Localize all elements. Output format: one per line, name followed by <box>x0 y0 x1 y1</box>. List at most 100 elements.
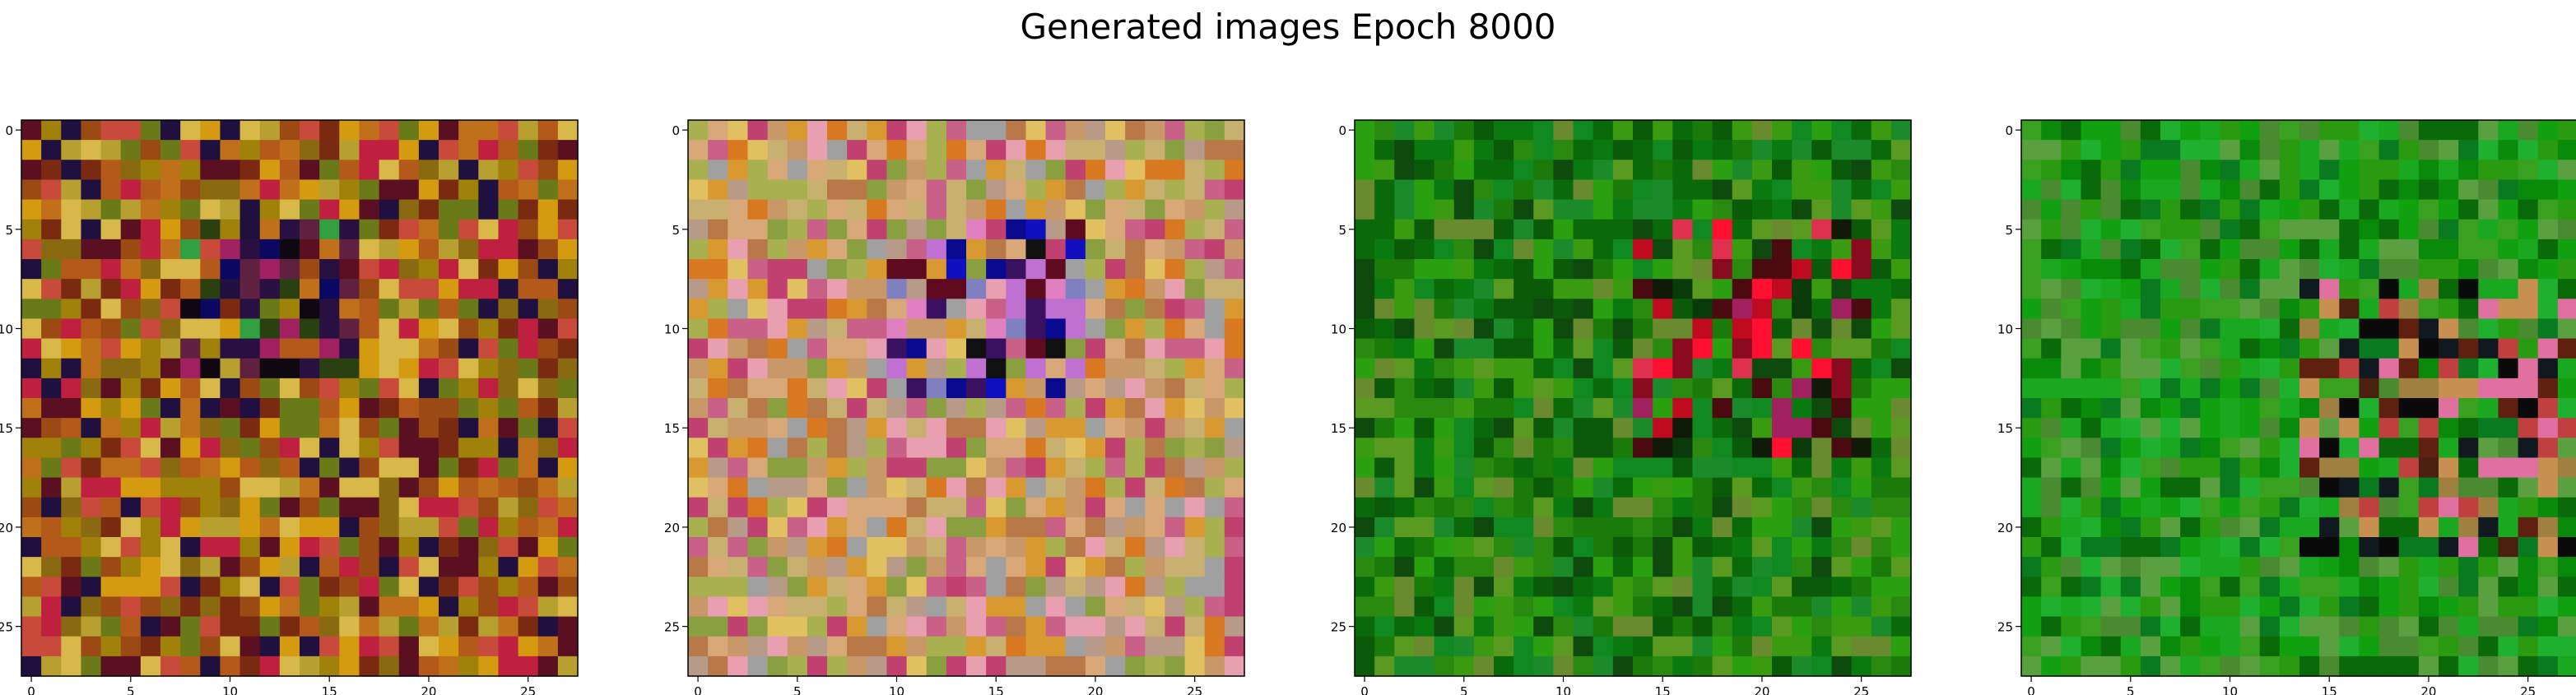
pixel-cell <box>2518 557 2539 577</box>
pixel-cell <box>557 239 579 260</box>
pixel-cell <box>1374 299 1395 320</box>
pixel-cell <box>747 259 769 280</box>
pixel-cell <box>1085 338 1106 359</box>
pixel-cell <box>518 537 539 558</box>
pixel-cell <box>2259 338 2281 359</box>
pixel-cell <box>1414 398 1435 419</box>
pixel-cell <box>926 160 947 181</box>
pixel-cell <box>1811 179 1833 201</box>
pixel-cell <box>1553 239 1574 260</box>
pixel-cell <box>498 219 519 240</box>
pixel-cell <box>200 279 221 299</box>
pixel-cell <box>41 537 62 558</box>
pixel-cell <box>946 338 967 359</box>
pixel-cell <box>1224 517 1245 538</box>
pixel-cell <box>418 438 439 459</box>
pixel-cell <box>1533 299 1555 320</box>
pixel-cell <box>1006 318 1027 340</box>
pixel-cell <box>2140 398 2161 419</box>
pixel-cell <box>279 299 300 320</box>
pixel-cell <box>2537 378 2559 399</box>
pixel-cell <box>239 616 261 637</box>
pixel-cell <box>966 239 987 260</box>
pixel-cell <box>1514 418 1534 438</box>
pixel-cell <box>180 596 201 618</box>
pixel-cell <box>100 398 122 419</box>
pixel-cell <box>966 179 987 201</box>
pixel-cell <box>1553 636 1574 657</box>
pixel-cell <box>1355 577 1375 598</box>
pixel-cell <box>1672 318 1694 340</box>
pixel-cell <box>2537 120 2559 141</box>
pixel-cell <box>1473 596 1495 618</box>
pixel-cell <box>2537 418 2559 438</box>
pixel-cell <box>2339 517 2360 538</box>
pixel-cell <box>1184 577 1206 598</box>
pixel-cell <box>1653 318 1673 340</box>
pixel-cell <box>1732 497 1753 518</box>
pixel-cell <box>279 199 300 220</box>
pixel-cell <box>2021 318 2042 340</box>
pixel-cell <box>478 160 500 181</box>
pixel-cell <box>120 318 142 340</box>
pixel-cell <box>1851 338 1872 359</box>
pixel-cell <box>1145 358 1166 379</box>
pixel-cell <box>966 279 987 299</box>
pixel-cell <box>2140 279 2161 299</box>
pixel-cell <box>2339 279 2360 299</box>
pixel-cell <box>1453 438 1475 459</box>
pixel-cell <box>379 120 400 141</box>
pixel-cell <box>1453 140 1475 160</box>
pixel-cell <box>1851 418 1872 438</box>
pixel-cell <box>1473 318 1495 340</box>
pixel-cell <box>688 160 709 181</box>
pixel-cell <box>2518 140 2539 160</box>
pixel-cell <box>1394 279 1416 299</box>
pixel-cell <box>966 636 987 657</box>
pixel-cell <box>2279 636 2300 657</box>
pixel-cell <box>886 259 908 280</box>
pixel-cell <box>2279 438 2300 459</box>
pixel-cell <box>41 656 62 677</box>
pixel-cell <box>1045 259 1067 280</box>
pixel-cell <box>1792 219 1812 240</box>
pixel-cell <box>1751 140 1773 160</box>
pixel-cell <box>946 160 967 181</box>
pixel-cell <box>1105 259 1126 280</box>
pixel-cell <box>1831 457 1853 479</box>
pixel-cell <box>1672 557 1694 577</box>
pixel-cell <box>1453 358 1475 379</box>
pixel-cell <box>418 577 439 598</box>
pixel-cell <box>946 219 967 240</box>
pixel-cell <box>827 120 848 141</box>
pixel-cell <box>180 457 201 479</box>
pixel-cell <box>1085 537 1106 558</box>
pixel-cell <box>1355 378 1375 399</box>
pixel-cell <box>2041 299 2062 320</box>
pixel-cell <box>2220 120 2241 141</box>
pixel-cell <box>81 577 102 598</box>
pixel-cell <box>946 537 967 558</box>
pixel-cell <box>1165 160 1186 181</box>
pixel-cell <box>100 418 122 438</box>
pixel-cell <box>518 378 539 399</box>
pixel-cell <box>300 179 320 201</box>
pixel-cell <box>1085 418 1106 438</box>
pixel-cell <box>2081 596 2102 618</box>
pixel-cell <box>2259 577 2281 598</box>
pixel-cell <box>1355 120 1375 141</box>
pixel-cell <box>946 616 967 637</box>
pixel-cell <box>61 636 82 657</box>
pixel-cell <box>120 179 142 201</box>
pixel-cell <box>2418 120 2439 141</box>
pixel-cell <box>1653 656 1673 677</box>
pixel-cell <box>1692 477 1713 498</box>
pixel-cell <box>1145 497 1166 518</box>
pixel-cell <box>2319 338 2340 359</box>
pixel-cell <box>120 438 142 459</box>
pixel-cell <box>867 477 888 498</box>
pixel-cell <box>1811 259 1833 280</box>
pixel-cell <box>220 199 241 220</box>
pixel-cell <box>2339 656 2360 677</box>
pixel-cell <box>807 557 828 577</box>
